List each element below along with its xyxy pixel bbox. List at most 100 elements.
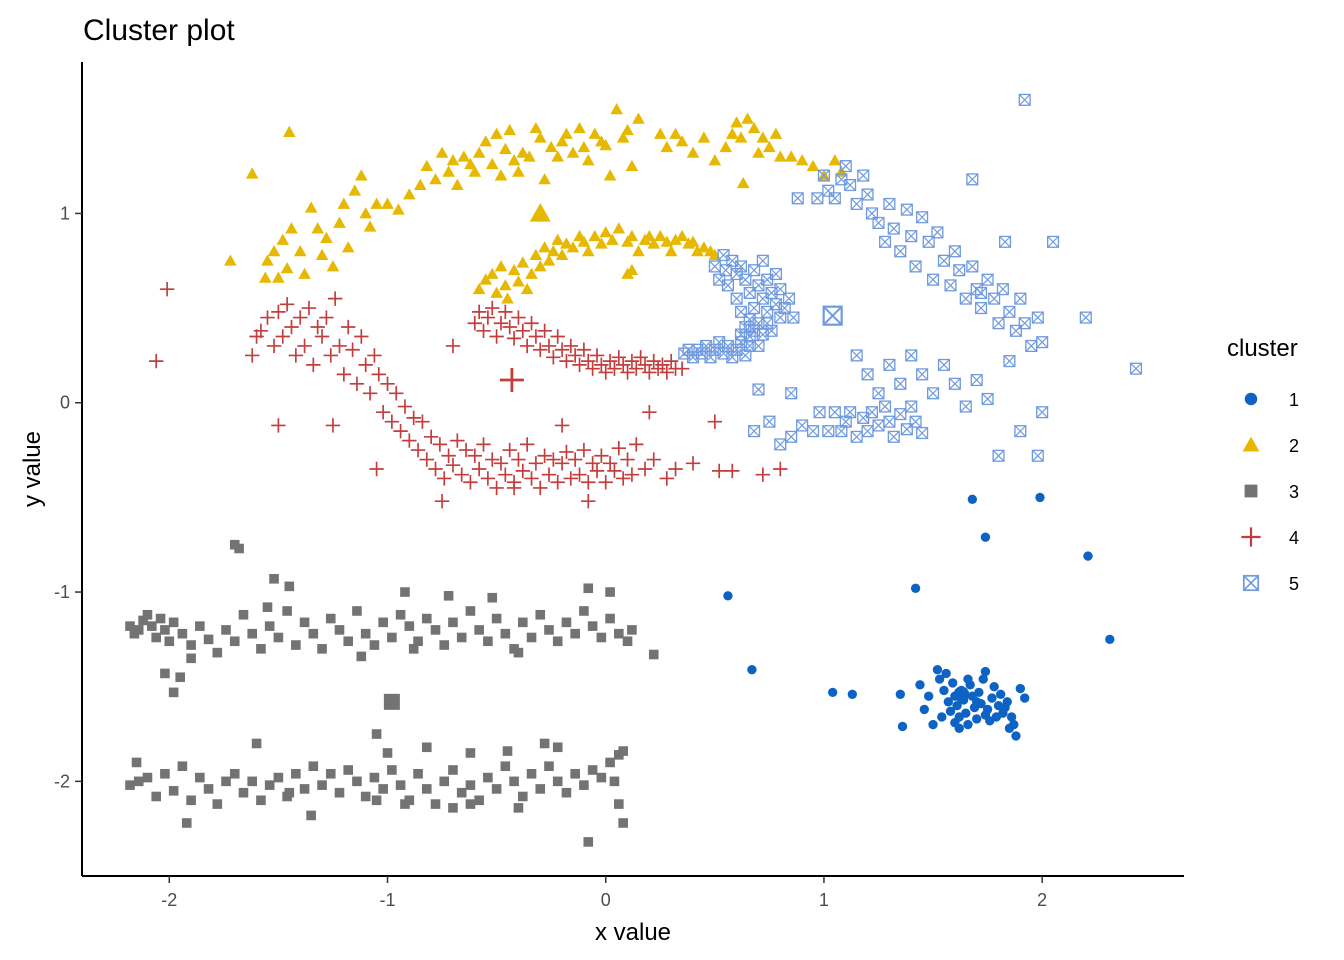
data-point: [408, 644, 419, 654]
data-point: [413, 636, 423, 647]
data-point: [378, 784, 388, 794]
data-point: [430, 625, 441, 635]
data-point: [256, 644, 266, 654]
data-point: [371, 729, 382, 739]
data-point: [293, 245, 307, 257]
data-point: [262, 602, 273, 612]
data-point: [489, 329, 504, 344]
data-point: [421, 742, 432, 753]
data-point: [560, 127, 573, 139]
data-point: [552, 742, 563, 753]
data-point: [502, 319, 517, 335]
data-point: [423, 429, 439, 445]
data-point: [487, 592, 498, 603]
x-tick-label: 1: [819, 890, 829, 910]
data-point: [878, 400, 892, 413]
data-point: [883, 197, 896, 211]
data-point: [272, 271, 285, 283]
data-point: [512, 165, 525, 177]
data-point: [203, 784, 214, 794]
data-point: [380, 376, 395, 392]
data-point: [555, 248, 569, 261]
data-point: [333, 216, 346, 228]
data-point: [327, 291, 343, 306]
data-point: [791, 192, 804, 205]
data-point: [806, 159, 820, 172]
data-point: [587, 621, 598, 631]
data-point: [926, 273, 940, 286]
data-point: [916, 211, 929, 224]
data-point: [817, 169, 831, 182]
data-point: [334, 787, 345, 798]
data-point: [618, 746, 628, 756]
data-point: [498, 304, 513, 320]
data-point: [434, 493, 450, 509]
data-point: [629, 437, 644, 452]
x-tick-label: -1: [379, 890, 395, 910]
legend-label: 2: [1289, 436, 1299, 456]
data-point: [516, 256, 530, 268]
data-point: [748, 425, 761, 438]
data-point: [441, 448, 456, 463]
data-point: [572, 467, 587, 482]
data-point: [271, 304, 286, 320]
data-point: [945, 706, 956, 716]
data-point: [999, 235, 1012, 248]
data-point: [259, 271, 272, 283]
data-point: [1003, 305, 1016, 318]
data-point: [442, 165, 455, 177]
data-point: [1047, 235, 1060, 248]
data-point: [611, 440, 627, 456]
data-point: [961, 708, 971, 718]
data-point: [894, 408, 907, 421]
data-point: [507, 154, 521, 166]
data-point: [490, 286, 503, 298]
data-point: [352, 606, 362, 616]
data-point: [544, 140, 558, 153]
data-point: [697, 131, 711, 143]
data-point: [456, 787, 467, 798]
data-point: [822, 425, 835, 438]
data-point: [480, 310, 496, 325]
data-point: [883, 415, 896, 428]
data-point: [953, 264, 966, 277]
data-point: [607, 361, 622, 376]
data-point: [308, 761, 319, 772]
data-point: [978, 674, 988, 684]
data-point: [1018, 93, 1031, 106]
data-point: [273, 632, 284, 643]
data-point: [301, 300, 317, 316]
y-axis-label: y value: [19, 431, 46, 507]
data-point: [181, 818, 192, 828]
data-point: [784, 150, 798, 162]
data-point: [261, 254, 274, 266]
cluster-center: [499, 368, 524, 393]
data-point: [551, 150, 565, 162]
data-point: [579, 780, 589, 790]
data-point: [518, 791, 528, 802]
data-point: [465, 606, 476, 616]
data-point: [719, 140, 733, 153]
data-point: [528, 329, 544, 344]
data-point: [594, 448, 609, 463]
data-point: [221, 776, 231, 787]
data-point: [782, 292, 796, 305]
data-point: [967, 494, 978, 504]
data-point: [387, 765, 397, 775]
data-point: [499, 142, 512, 154]
data-point: [151, 791, 161, 802]
data-point: [288, 348, 304, 363]
data-point: [420, 159, 434, 172]
legend-item-3: 3: [1244, 482, 1299, 502]
data-point: [559, 444, 574, 460]
data-point: [924, 691, 934, 701]
data-point: [827, 687, 838, 698]
data-point: [395, 609, 406, 620]
data-point: [381, 197, 394, 209]
data-point: [1031, 449, 1044, 462]
data-point: [389, 386, 404, 401]
data-point: [485, 267, 499, 279]
data-point: [297, 338, 312, 354]
data-point: [238, 787, 249, 798]
data-point: [360, 791, 371, 802]
